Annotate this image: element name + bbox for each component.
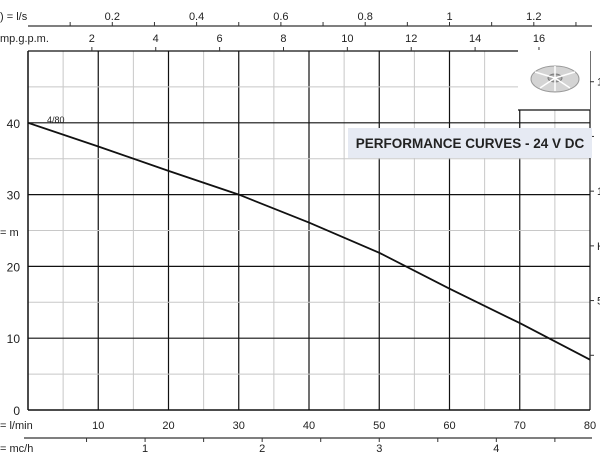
gpm-tick-label: 6: [217, 33, 223, 45]
ls-tick-label: 0.6: [273, 11, 288, 23]
top-ls-label: ) = l/s: [0, 11, 28, 23]
x-tick-label: 50: [373, 420, 385, 432]
ls-tick-label: 1: [446, 11, 452, 23]
ls-tick-label: 0.8: [358, 11, 373, 23]
ls-tick-label: 0.2: [105, 11, 120, 23]
chart-title: PERFORMANCE CURVES - 24 V DC: [356, 136, 585, 151]
x-axis-label: = l/min: [0, 420, 33, 432]
x-tick-label: 20: [162, 420, 174, 432]
title-box: PERFORMANCE CURVES - 24 V DC: [348, 128, 592, 158]
ls-tick-label: 1.2: [526, 11, 541, 23]
mch-tick-label: 4: [493, 443, 499, 455]
series-label: 4/80: [47, 115, 65, 125]
x-tick-label: 30: [233, 420, 245, 432]
y-tick-label: 20: [7, 260, 21, 274]
pump-image-box: [518, 50, 590, 111]
right-axis-label: 5: [597, 296, 600, 308]
marks: [27, 121, 591, 361]
right-axis-label: 1: [597, 77, 600, 89]
bottom-mch-label: = mc/h: [0, 443, 33, 455]
mch-tick-label: 3: [376, 443, 382, 455]
mch-tick-label: 1: [142, 443, 148, 455]
x-tick-label: 80: [584, 420, 596, 432]
gpm-tick-label: 4: [153, 33, 159, 45]
right-axis-label: 1: [597, 186, 600, 198]
gpm-tick-label: 2: [89, 33, 95, 45]
grid: [28, 51, 590, 410]
y-tick-label: 10: [7, 332, 21, 346]
top-gpm-label: mp.g.p.m.: [0, 33, 49, 45]
y-axis-label: = m: [0, 227, 19, 239]
x-tick-label: 70: [514, 420, 526, 432]
x-tick-label: 60: [443, 420, 455, 432]
x-tick-label: 10: [92, 420, 104, 432]
pump-impeller-icon: [530, 65, 580, 93]
y-tick-label: 0: [13, 404, 20, 418]
mch-tick-label: 2: [259, 443, 265, 455]
gpm-tick-label: 16: [533, 33, 545, 45]
ls-tick-label: 0.4: [189, 11, 204, 23]
y-tick-label: 30: [7, 189, 21, 203]
gpm-tick-label: 14: [469, 33, 481, 45]
gpm-tick-label: 8: [280, 33, 286, 45]
gpm-tick-label: 10: [341, 33, 353, 45]
right-axis-label: H: [597, 241, 600, 253]
y-tick-label: 40: [7, 117, 21, 131]
gpm-tick-label: 12: [405, 33, 417, 45]
x-tick-label: 40: [303, 420, 315, 432]
